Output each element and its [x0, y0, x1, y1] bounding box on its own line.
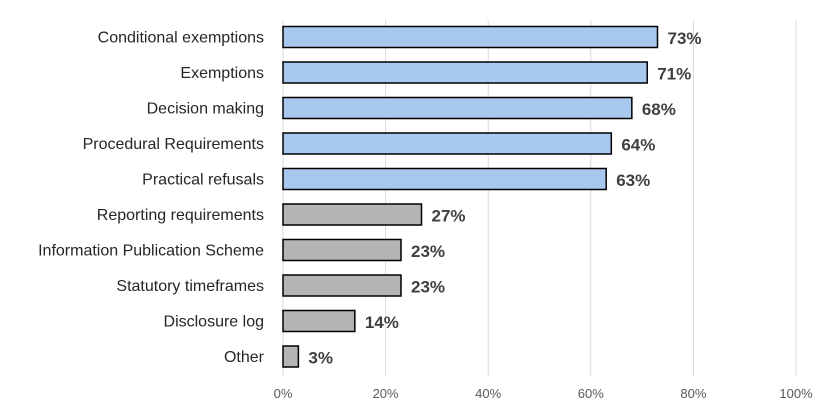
bar: [282, 274, 402, 297]
x-tick-label: 60%: [578, 386, 604, 401]
category-label: Other: [224, 349, 265, 366]
bar: [282, 345, 300, 368]
bar: [282, 167, 607, 191]
bar: [282, 61, 648, 84]
category-label: Conditional exemptions: [98, 30, 264, 47]
category-label: Statutory timeframes: [116, 278, 264, 295]
category-label: Exemptions: [180, 65, 264, 82]
x-tick-label: 40%: [475, 386, 501, 401]
category-label: Disclosure log: [164, 314, 264, 331]
category-label: Practical refusals: [142, 172, 264, 189]
bar: [282, 25, 659, 49]
category-label: Procedural Requirements: [83, 136, 264, 153]
data-label: 73%: [667, 29, 701, 48]
bars: [282, 25, 659, 368]
x-tick-label: 0%: [274, 386, 293, 401]
data-label: 68%: [642, 100, 676, 119]
category-label: Information Publication Scheme: [38, 243, 264, 260]
data-label: 63%: [616, 171, 650, 190]
bar: [282, 238, 402, 262]
bar: [282, 132, 613, 155]
data-label: 23%: [411, 278, 445, 297]
labels: 0% 20% 40% 60% 80% 100% Conditional exemptions…: [38, 29, 813, 401]
data-label: 14%: [365, 313, 399, 332]
data-label: 64%: [621, 136, 655, 155]
category-label: Decision making: [147, 101, 264, 118]
bar: [282, 96, 633, 120]
data-label: 3%: [308, 349, 333, 368]
category-label: Reporting requirements: [97, 207, 264, 224]
x-tick-label: 80%: [680, 386, 706, 401]
data-label: 27%: [432, 207, 466, 226]
x-tick-label: 100%: [779, 386, 813, 401]
data-label: 71%: [657, 65, 691, 84]
x-tick-label: 20%: [373, 386, 399, 401]
bar: [282, 309, 356, 333]
bar: [282, 203, 423, 226]
data-label: 23%: [411, 242, 445, 261]
